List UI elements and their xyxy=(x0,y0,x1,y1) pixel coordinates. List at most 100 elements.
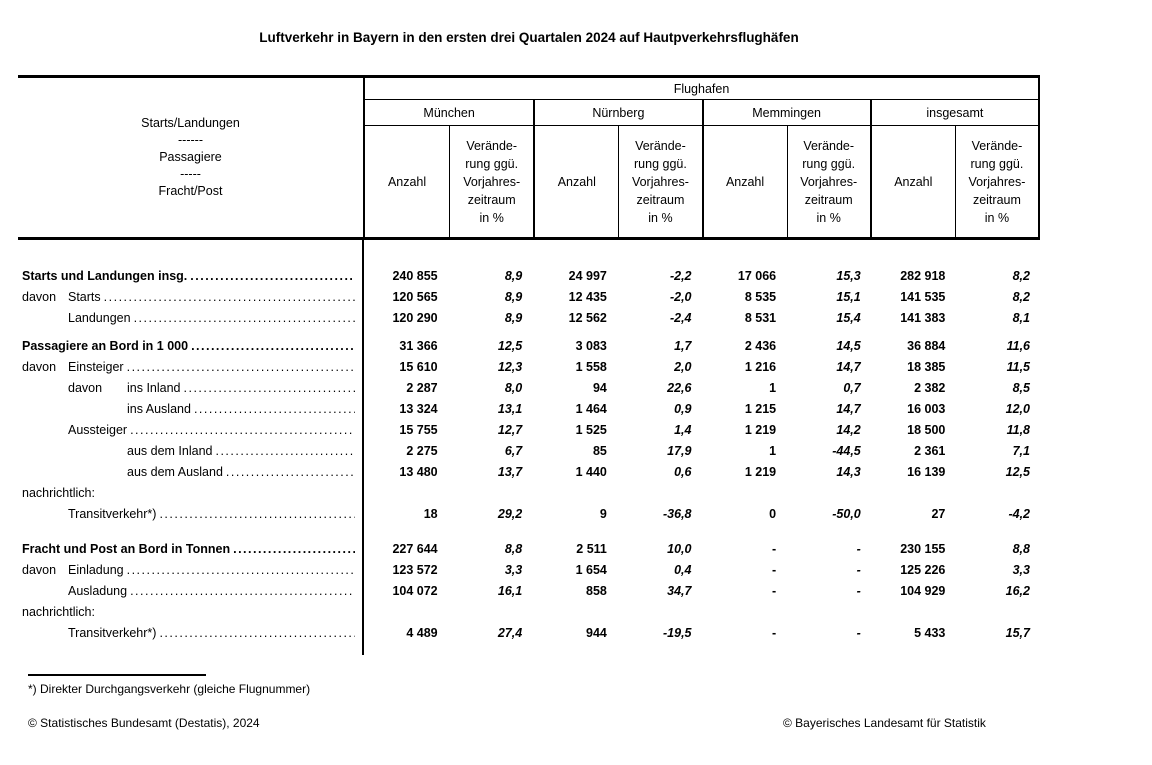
row-label-cell: Aussteiger xyxy=(18,419,363,440)
value-anzahl: 1 xyxy=(769,380,777,395)
value-change-pct: -19,5 xyxy=(663,625,692,640)
value-anzahl: 15 755 xyxy=(399,422,438,437)
value-change-pct: 3,3 xyxy=(504,562,523,577)
row-leaders xyxy=(130,584,355,598)
value-anzahl: 5 433 xyxy=(914,625,946,640)
row-label: Passagiere an Bord in 1 000 xyxy=(22,338,189,353)
value-change-pct: 11,5 xyxy=(1006,359,1030,374)
value-change-pct: 27,4 xyxy=(497,625,523,640)
value-change-pct: 7,1 xyxy=(1012,443,1030,458)
table-row: aus dem Inland 2 275 6,7 85 17,9 1 -44,5 2 361… xyxy=(18,440,1040,461)
row-leaders xyxy=(159,507,355,521)
row-prefix: davon xyxy=(22,359,57,374)
value-change-pct: 14,3 xyxy=(836,464,861,479)
value-anzahl: 24 997 xyxy=(568,268,607,283)
change-header: Verände- rung ggü. Vorjahres- zeitraum i… xyxy=(786,126,870,237)
row-label-cell: aus dem Inland xyxy=(18,440,363,461)
row-label: nachrichtlich: xyxy=(22,485,95,500)
value-anzahl: 104 929 xyxy=(900,583,946,598)
value-anzahl: 2 436 xyxy=(744,338,777,353)
header-group-memmingen: Anzahl Verände- rung ggü. Vorjahres- zei… xyxy=(701,126,870,237)
value-change-pct: -44,5 xyxy=(832,443,861,458)
value-change-pct: -4,2 xyxy=(1008,506,1030,521)
value-change-pct: 10,0 xyxy=(667,541,692,556)
value-change-pct: 0,4 xyxy=(674,562,692,577)
row-label: Einsteiger xyxy=(68,359,124,374)
row-leaders xyxy=(130,423,355,437)
value-anzahl: 8 535 xyxy=(744,289,777,304)
value-change-pct: 14,7 xyxy=(836,401,861,416)
row-label-cell: aus dem Ausland xyxy=(18,461,363,482)
row-label: ins Ausland xyxy=(127,401,191,416)
value-change-pct: 15,7 xyxy=(1005,625,1030,640)
table-row: Transitverkehr*) 18 29,2 9 -36,8 0 -50,0 27 -4,… xyxy=(18,503,1040,524)
value-change-pct: 1,4 xyxy=(674,422,692,437)
row-label-cell: Landungen xyxy=(18,307,363,328)
value-anzahl: 12 435 xyxy=(568,289,607,304)
value-change-pct: 11,8 xyxy=(1006,422,1030,437)
table-row: Passagiere an Bord in 1 000 31 366 12,5 3 … xyxy=(18,335,1040,356)
table-row: davon Starts 120 565 8,9 12 435 -2,0 8 535 15… xyxy=(18,286,1040,307)
value-anzahl: 0 xyxy=(769,506,777,521)
value-anzahl: 125 226 xyxy=(900,562,946,577)
value-change-pct: -2,2 xyxy=(669,268,692,283)
value-change-pct: 15,4 xyxy=(836,310,861,325)
value-change-pct: 12,5 xyxy=(1005,464,1030,479)
row-label: Transitverkehr*) xyxy=(68,625,157,640)
value-anzahl: 227 644 xyxy=(392,541,438,556)
row-label: Fracht und Post an Bord in Tonnen xyxy=(22,541,231,556)
row-label-cell: Ausladung xyxy=(18,580,363,601)
value-anzahl: 12 562 xyxy=(568,310,607,325)
value-anzahl: 104 072 xyxy=(392,583,438,598)
value-anzahl: 85 xyxy=(592,443,607,458)
value-anzahl: 858 xyxy=(586,583,607,598)
value-anzahl: 1 219 xyxy=(744,464,777,479)
row-label-cell: Starts und Landungen insg. xyxy=(18,265,363,286)
value-change-pct: -2,4 xyxy=(669,310,692,325)
row-cells xyxy=(363,601,1040,622)
row-cells: 2 275 6,7 85 17,9 1 -44,5 2 361 7,1 xyxy=(363,440,1040,461)
value-change-pct: 14,7 xyxy=(836,359,861,374)
value-change-pct: 3,3 xyxy=(1012,562,1030,577)
value-anzahl: 123 572 xyxy=(392,562,438,577)
value-change-pct: - xyxy=(856,541,861,556)
value-change-pct: 6,7 xyxy=(504,443,523,458)
row-label: ins Inland xyxy=(127,380,181,395)
anzahl-header: Anzahl xyxy=(725,174,765,189)
row-label: Ausladung xyxy=(68,583,128,598)
value-change-pct: 8,9 xyxy=(504,268,523,283)
page-title: Luftverkehr in Bayern in den ersten drei… xyxy=(259,30,799,45)
measure-header-row: Anzahl Verände- rung ggü. Vorjahres- zei… xyxy=(365,126,1038,237)
flughafen-group-header: Flughafen xyxy=(365,78,1038,100)
value-change-pct: 8,8 xyxy=(1012,541,1030,556)
value-change-pct: 8,9 xyxy=(504,289,523,304)
row-label-cell: nachrichtlich: xyxy=(18,601,363,622)
table-row: Transitverkehr*) 4 489 27,4 944 -19,5 - - 5 43… xyxy=(18,622,1040,643)
value-change-pct: 8,9 xyxy=(504,310,523,325)
row-label-cell: davon Starts xyxy=(18,286,363,307)
row-cells: 227 644 8,8 2 511 10,0 - - 230 155 8,8 xyxy=(363,538,1040,559)
row-prefix: davon xyxy=(68,380,103,395)
value-anzahl: 2 287 xyxy=(406,380,438,395)
value-change-pct: -2,0 xyxy=(669,289,692,304)
value-change-pct: 12,5 xyxy=(497,338,523,353)
value-change-pct: 8,2 xyxy=(1012,268,1030,283)
value-change-pct: 0,7 xyxy=(843,380,861,395)
value-anzahl: 240 855 xyxy=(392,268,438,283)
value-anzahl: 1 558 xyxy=(575,359,607,374)
row-leaders xyxy=(104,290,355,304)
row-leaders xyxy=(194,402,355,416)
row-label-cell: davon Einsteiger xyxy=(18,356,363,377)
change-header: Verände- rung ggü. Vorjahres- zeitraum i… xyxy=(449,126,533,237)
row-label-cell: Transitverkehr*) xyxy=(18,622,363,643)
table-row: Ausladung 104 072 16,1 858 34,7 - - 104 929 16,… xyxy=(18,580,1040,601)
value-change-pct: 14,5 xyxy=(836,338,861,353)
row-cells: 13 480 13,7 1 440 0,6 1 219 14,3 16 139 12,5 xyxy=(363,461,1040,482)
value-change-pct: 11,6 xyxy=(1006,338,1030,353)
value-anzahl: 15 610 xyxy=(399,359,438,374)
row-label-cell: Fracht und Post an Bord in Tonnen xyxy=(18,538,363,559)
